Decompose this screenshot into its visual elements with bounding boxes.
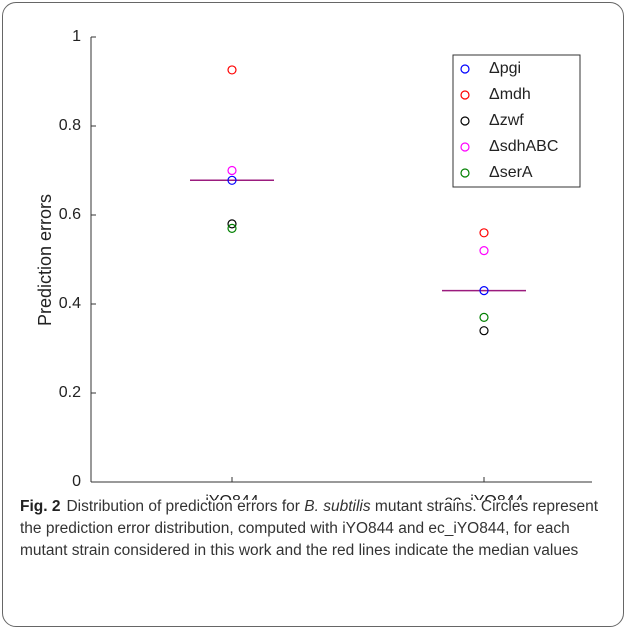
- legend-label: ΔserA: [489, 164, 533, 181]
- legend-marker: [460, 64, 470, 74]
- legend-marker: [460, 116, 470, 126]
- y-tick-label: 0.6: [59, 206, 81, 223]
- x-tick-label: iYO844: [205, 493, 258, 500]
- legend-label: Δmdh: [489, 86, 531, 103]
- frame: [2, 2, 624, 627]
- legend-label: Δzwf: [489, 112, 524, 129]
- y-tick-label: 0: [72, 473, 81, 490]
- x-tick-label: ec_iYO844: [444, 493, 523, 500]
- point: [227, 165, 237, 176]
- legend-marker: [460, 90, 470, 100]
- point: [479, 326, 489, 336]
- caption-text: mutant strains. Circles represent the pr…: [20, 498, 599, 559]
- point: [227, 175, 237, 185]
- y-tick-label: 0.8: [59, 117, 81, 134]
- y-axis-label: Prediction errors: [35, 194, 55, 326]
- caption: Fig. 2 Distribution of prediction errors …: [20, 496, 615, 562]
- point: [479, 246, 489, 256]
- y-tick-label: 0.4: [59, 295, 81, 312]
- legend-marker: [460, 142, 470, 152]
- point: [479, 228, 489, 238]
- point: [227, 219, 237, 229]
- caption-text: Distribution of prediction errors for: [66, 498, 300, 515]
- legend-label: ΔsdhABC: [489, 138, 558, 155]
- point: [479, 312, 489, 322]
- point: [227, 65, 237, 75]
- legend-marker: [460, 168, 470, 178]
- y-tick-label: 0.2: [59, 384, 81, 401]
- chart: Prediction errors 0 0.2 0.4 0.6 0.8 1 iYO844 ec…: [35, 28, 592, 500]
- caption-label: Fig. 2: [20, 498, 61, 515]
- point: [479, 286, 489, 296]
- y-tick-label: 1: [72, 28, 81, 45]
- caption-species: B. subtilis: [304, 498, 371, 515]
- legend-label: Δpgi: [489, 60, 521, 77]
- legend-box: [452, 54, 581, 188]
- point: [227, 223, 237, 233]
